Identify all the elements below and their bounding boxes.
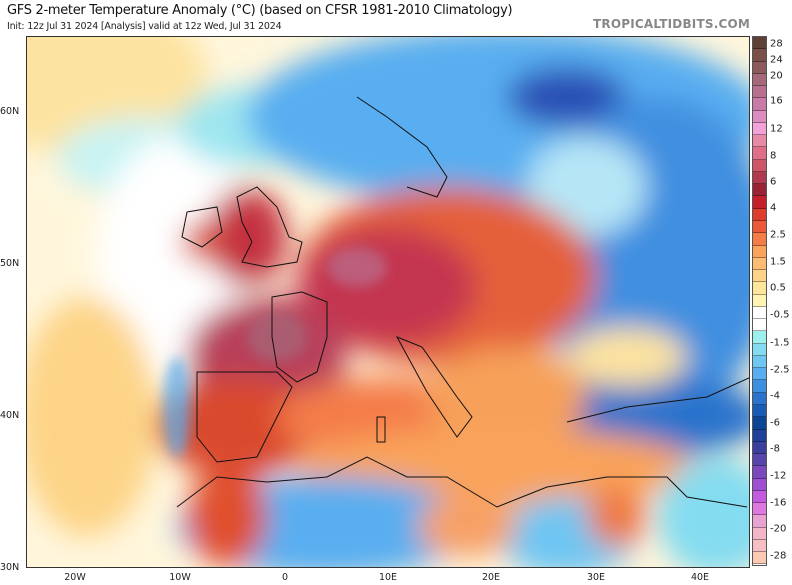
colorbar-swatch: [753, 208, 766, 221]
colorbar-swatch: [753, 454, 766, 467]
watermark: TROPICALTIDBITS.COM: [593, 17, 750, 31]
init-valid-subtitle: Init: 12z Jul 31 2024 [Analysis] valid a…: [7, 21, 282, 32]
colorbar-label: -4: [770, 390, 780, 402]
lat-label-60n: 60N: [0, 106, 20, 117]
colorbar-swatch: [753, 368, 766, 381]
colorbar-swatch: [753, 184, 766, 197]
lat-label-50n: 50N: [0, 258, 20, 269]
colorbar-label: 20: [770, 70, 783, 82]
colorbar-swatch: [753, 380, 766, 393]
colorbar-swatch: [753, 61, 766, 74]
colorbar-swatch: [753, 404, 766, 418]
lon-label-0: 0: [281, 572, 289, 583]
lon-label-20w: 20W: [64, 572, 86, 583]
lon-label-10e: 10E: [378, 572, 398, 583]
colorbar-label: -2.5: [770, 364, 790, 376]
colorbar-swatch: [753, 220, 766, 234]
colorbar-label: 24: [770, 54, 783, 66]
colorbar-swatch: [753, 245, 766, 258]
colorbar-swatch: [753, 355, 766, 369]
lat-label-40n: 40N: [0, 410, 20, 421]
colorbar-swatch: [753, 73, 766, 87]
temperature-anomaly-map: [26, 36, 750, 568]
colorbar-swatch: [753, 441, 766, 455]
colorbar-swatch: [753, 37, 766, 50]
colorbar-swatch: [753, 527, 766, 540]
colorbar-swatch: [753, 319, 766, 332]
colorbar-swatch: [753, 110, 766, 123]
colorbar-label: 4: [770, 202, 777, 214]
colorbar-swatch: [753, 343, 766, 356]
chart-title: GFS 2-meter Temperature Anomaly (°C) (ba…: [7, 3, 513, 18]
colorbar-label: 0.5: [770, 282, 786, 294]
colorbar-swatch: [753, 233, 766, 246]
colorbar: [752, 36, 767, 566]
colorbar-label: 16: [770, 95, 783, 107]
colorbar-label: -8: [770, 443, 780, 455]
colorbar-label: 6: [770, 176, 777, 188]
colorbar-swatch: [753, 306, 766, 320]
colorbar-label: 12: [770, 123, 783, 135]
colorbar-label: -0.5: [770, 309, 790, 321]
colorbar-swatch: [753, 171, 766, 185]
colorbar-swatch: [753, 552, 766, 565]
colorbar-swatch: [753, 257, 766, 271]
colorbar-swatch: [753, 98, 766, 111]
colorbar-label: -28: [770, 550, 787, 562]
colorbar-swatch: [753, 392, 766, 405]
colorbar-label: -1.5: [770, 337, 790, 349]
colorbar-swatch: [753, 122, 766, 136]
colorbar-swatch: [753, 86, 766, 99]
colorbar-swatch: [753, 196, 766, 209]
colorbar-swatch: [753, 282, 766, 295]
colorbar-swatch: [753, 515, 766, 528]
colorbar-swatch: [753, 478, 766, 491]
colorbar-swatch: [753, 147, 766, 160]
colorbar-label: 8: [770, 150, 777, 162]
colorbar-swatch: [753, 503, 766, 516]
anomaly-field: [27, 37, 749, 567]
colorbar-label: 28: [770, 38, 783, 50]
colorbar-label: 2.5: [770, 229, 786, 241]
colorbar-swatch: [753, 135, 766, 148]
colorbar-label: -16: [770, 497, 787, 509]
lon-label-10w: 10W: [169, 572, 191, 583]
colorbar-swatch: [753, 270, 766, 283]
colorbar-swatch: [753, 49, 766, 62]
colorbar-swatch: [753, 159, 766, 172]
colorbar-swatch: [753, 331, 766, 344]
colorbar-swatch: [753, 466, 766, 479]
colorbar-swatch: [753, 294, 766, 307]
colorbar-swatch: [753, 429, 766, 442]
lon-label-40e: 40E: [690, 572, 710, 583]
colorbar-label: -12: [770, 470, 787, 482]
colorbar-swatch: [753, 490, 766, 504]
lat-label-30n: 30N: [0, 562, 20, 573]
colorbar-swatch: [753, 417, 766, 430]
colorbar-label: 1.5: [770, 256, 786, 268]
colorbar-label: -6: [770, 417, 780, 429]
coastlines: [176, 96, 749, 508]
lon-label-30e: 30E: [586, 572, 606, 583]
colorbar-label: -20: [770, 523, 787, 535]
colorbar-swatch: [753, 539, 766, 553]
lon-label-20e: 20E: [481, 572, 501, 583]
